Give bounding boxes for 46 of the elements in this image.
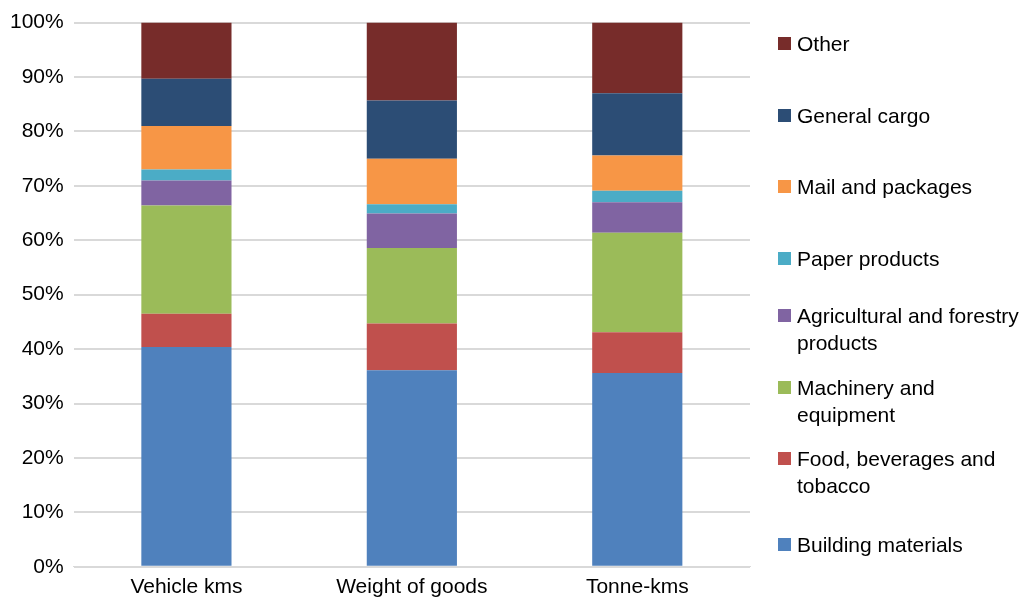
- y-tick-label: 20%: [21, 444, 64, 468]
- bar: [366, 204, 457, 214]
- bar: [366, 247, 457, 324]
- y-tick-label: 100%: [9, 9, 64, 33]
- legend-label: Other: [797, 31, 851, 57]
- bar: [592, 202, 683, 233]
- bar: [592, 373, 683, 566]
- y-tick-label: 0%: [33, 553, 64, 577]
- legend-label: Building materials: [797, 531, 964, 558]
- bar: [141, 205, 232, 314]
- bar: [592, 190, 683, 203]
- y-tick-label: 90%: [21, 63, 64, 87]
- bar: [366, 22, 457, 101]
- x-tick-label: Tonne-kms: [585, 574, 689, 598]
- y-tick-label: 80%: [21, 118, 64, 142]
- legend-label: Paper products: [797, 245, 941, 272]
- y-tick-label: 30%: [21, 390, 64, 414]
- bar: [141, 169, 232, 181]
- x-tick-label: Weight of goods: [336, 574, 488, 598]
- bar: [141, 180, 232, 206]
- legend-label: Food, beverages and tobacco: [797, 446, 997, 499]
- bar: [141, 346, 232, 566]
- bar: [141, 126, 232, 170]
- y-tick-label: 10%: [21, 499, 64, 523]
- bar: [592, 22, 683, 94]
- bar: [592, 332, 683, 374]
- bar: [366, 100, 457, 159]
- bar: [141, 22, 232, 79]
- bar: [366, 323, 457, 371]
- bar: [141, 78, 232, 126]
- legend-label: General cargo: [797, 102, 932, 129]
- bar: [592, 232, 683, 333]
- bar: [141, 313, 232, 347]
- x-tick-label: Vehicle kms: [130, 574, 243, 598]
- bar: [366, 370, 457, 566]
- y-tick-label: 50%: [21, 281, 64, 305]
- bar: [592, 155, 683, 191]
- legend-label: Machinery and equipment: [797, 374, 936, 428]
- legend-label: Agricultural and forestry products: [797, 303, 1020, 356]
- legend-label: Mail and packages: [797, 174, 974, 200]
- bar: [366, 158, 457, 205]
- y-tick-label: 60%: [21, 227, 64, 251]
- y-tick-label: 70%: [21, 172, 64, 196]
- bar: [366, 213, 457, 248]
- y-tick-label: 40%: [21, 335, 64, 359]
- bar: [592, 93, 683, 156]
